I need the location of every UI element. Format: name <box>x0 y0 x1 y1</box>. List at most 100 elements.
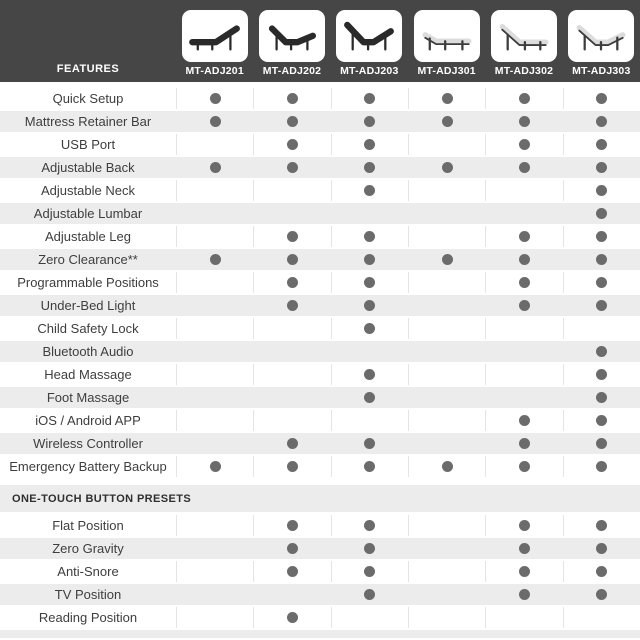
availability-cell-mt-adj203 <box>331 295 408 316</box>
model-name: MT-ADJ301 <box>417 65 476 77</box>
availability-cell-mt-adj303 <box>562 226 640 247</box>
included-dot-icon <box>518 254 530 265</box>
included-dot-icon <box>596 566 608 577</box>
availability-cell-mt-adj203 <box>331 249 408 270</box>
availability-cell-mt-adj202 <box>253 203 330 224</box>
included-dot-icon <box>364 543 376 554</box>
model-tile-mt-adj303[interactable] <box>568 10 635 62</box>
availability-cell-mt-adj301 <box>407 318 485 339</box>
included-dot-icon <box>518 566 530 577</box>
bed-dark-incline-icon <box>186 15 244 58</box>
comparison-table-body: Quick Setup Mattress Retainer Bar USB Port… <box>0 88 640 628</box>
availability-cell-mt-adj302 <box>485 584 562 605</box>
feature-name: Mattress Retainer Bar <box>24 114 152 129</box>
availability-cell-mt-adj202 <box>253 515 330 536</box>
model-column-mt-adj203: MT-ADJ203 <box>331 0 408 82</box>
feature-name: Child Safety Lock <box>37 321 139 336</box>
availability-cell-mt-adj202 <box>253 180 330 201</box>
model-tile-mt-adj301[interactable] <box>413 10 480 62</box>
availability-cell-mt-adj201 <box>176 203 253 224</box>
feature-name: Under-Bed Light <box>40 298 136 313</box>
availability-cell-mt-adj303 <box>563 203 640 224</box>
included-dot-icon <box>596 392 608 403</box>
feature-row: Flat Position <box>0 515 640 536</box>
included-dot-icon <box>364 254 376 265</box>
availability-cell-mt-adj203 <box>330 88 408 109</box>
bed-dark-head-foot-steep-icon <box>340 15 398 58</box>
availability-cell-mt-adj303 <box>562 318 640 339</box>
availability-cell-mt-adj302 <box>485 387 562 408</box>
availability-cell-mt-adj302 <box>485 226 562 247</box>
feature-name: Zero Clearance** <box>38 252 138 267</box>
feature-name: Zero Gravity <box>52 541 124 556</box>
availability-cell-mt-adj201 <box>176 249 253 270</box>
feature-name: Bluetooth Audio <box>42 344 134 359</box>
model-tile-mt-adj202[interactable] <box>258 10 325 62</box>
availability-cell-mt-adj303 <box>562 180 640 201</box>
availability-cell-mt-adj302 <box>485 456 562 477</box>
availability-cell-mt-adj302 <box>485 180 562 201</box>
availability-cell-mt-adj303 <box>562 607 640 628</box>
availability-cell-mt-adj302 <box>485 341 562 362</box>
availability-cell-mt-adj203 <box>330 561 408 582</box>
feature-name: Reading Position <box>38 610 138 625</box>
included-dot-icon <box>518 139 530 150</box>
availability-cell-mt-adj303 <box>563 538 640 559</box>
included-dot-icon <box>441 162 453 173</box>
section-header-one-touch-presets: ONE-TOUCH BUTTON PRESETS <box>0 485 640 512</box>
availability-cell-mt-adj201 <box>176 387 253 408</box>
availability-cell-mt-adj203 <box>331 387 408 408</box>
feature-row: Emergency Battery Backup <box>0 456 640 477</box>
availability-cell-mt-adj301 <box>407 226 485 247</box>
availability-cell-mt-adj202 <box>253 226 330 247</box>
included-dot-icon <box>596 543 608 554</box>
availability-cell-mt-adj303 <box>563 157 640 178</box>
features-column-header: FEATURES <box>0 0 176 82</box>
included-dot-icon <box>364 139 376 150</box>
included-dot-icon <box>209 93 221 104</box>
availability-cell-mt-adj202 <box>253 272 330 293</box>
feature-name: Emergency Battery Backup <box>9 459 167 474</box>
availability-cell-mt-adj303 <box>562 561 640 582</box>
included-dot-icon <box>596 208 608 219</box>
availability-cell-mt-adj201 <box>176 607 253 628</box>
included-dot-icon <box>596 185 608 196</box>
availability-cell-mt-adj202 <box>253 88 330 109</box>
availability-cell-mt-adj302 <box>485 134 562 155</box>
availability-cell-mt-adj301 <box>407 561 485 582</box>
availability-cell-mt-adj201 <box>176 561 253 582</box>
included-dot-icon <box>518 277 530 288</box>
availability-cell-mt-adj201 <box>176 515 253 536</box>
availability-cell-mt-adj202 <box>253 111 330 132</box>
included-dot-icon <box>364 231 376 242</box>
availability-cell-mt-adj203 <box>330 134 408 155</box>
model-tile-mt-adj302[interactable] <box>490 10 557 62</box>
model-tile-mt-adj203[interactable] <box>336 10 403 62</box>
availability-cell-mt-adj202 <box>253 387 330 408</box>
included-dot-icon <box>286 543 298 554</box>
availability-cell-mt-adj202 <box>253 607 330 628</box>
availability-cell-mt-adj301 <box>407 272 485 293</box>
availability-cell-mt-adj301 <box>407 456 485 477</box>
availability-cell-mt-adj202 <box>253 410 330 431</box>
bed-dark-head-foot-icon <box>263 15 321 58</box>
included-dot-icon <box>596 116 608 127</box>
feature-name: Wireless Controller <box>33 436 143 451</box>
model-tile-mt-adj201[interactable] <box>181 10 248 62</box>
included-dot-icon <box>518 93 530 104</box>
feature-row: Zero Clearance** <box>0 249 640 270</box>
feature-row: Under-Bed Light <box>0 295 640 316</box>
availability-cell-mt-adj302 <box>485 538 562 559</box>
availability-cell-mt-adj203 <box>330 364 408 385</box>
included-dot-icon <box>596 415 608 426</box>
availability-cell-mt-adj202 <box>253 318 330 339</box>
feature-row: iOS / Android APP <box>0 410 640 431</box>
availability-cell-mt-adj201 <box>176 88 253 109</box>
availability-cell-mt-adj203 <box>330 456 408 477</box>
availability-cell-mt-adj302 <box>485 318 562 339</box>
availability-cell-mt-adj203 <box>330 318 408 339</box>
availability-cell-mt-adj301 <box>408 538 485 559</box>
availability-cell-mt-adj201 <box>176 433 253 454</box>
included-dot-icon <box>596 520 608 531</box>
included-dot-icon <box>286 566 298 577</box>
